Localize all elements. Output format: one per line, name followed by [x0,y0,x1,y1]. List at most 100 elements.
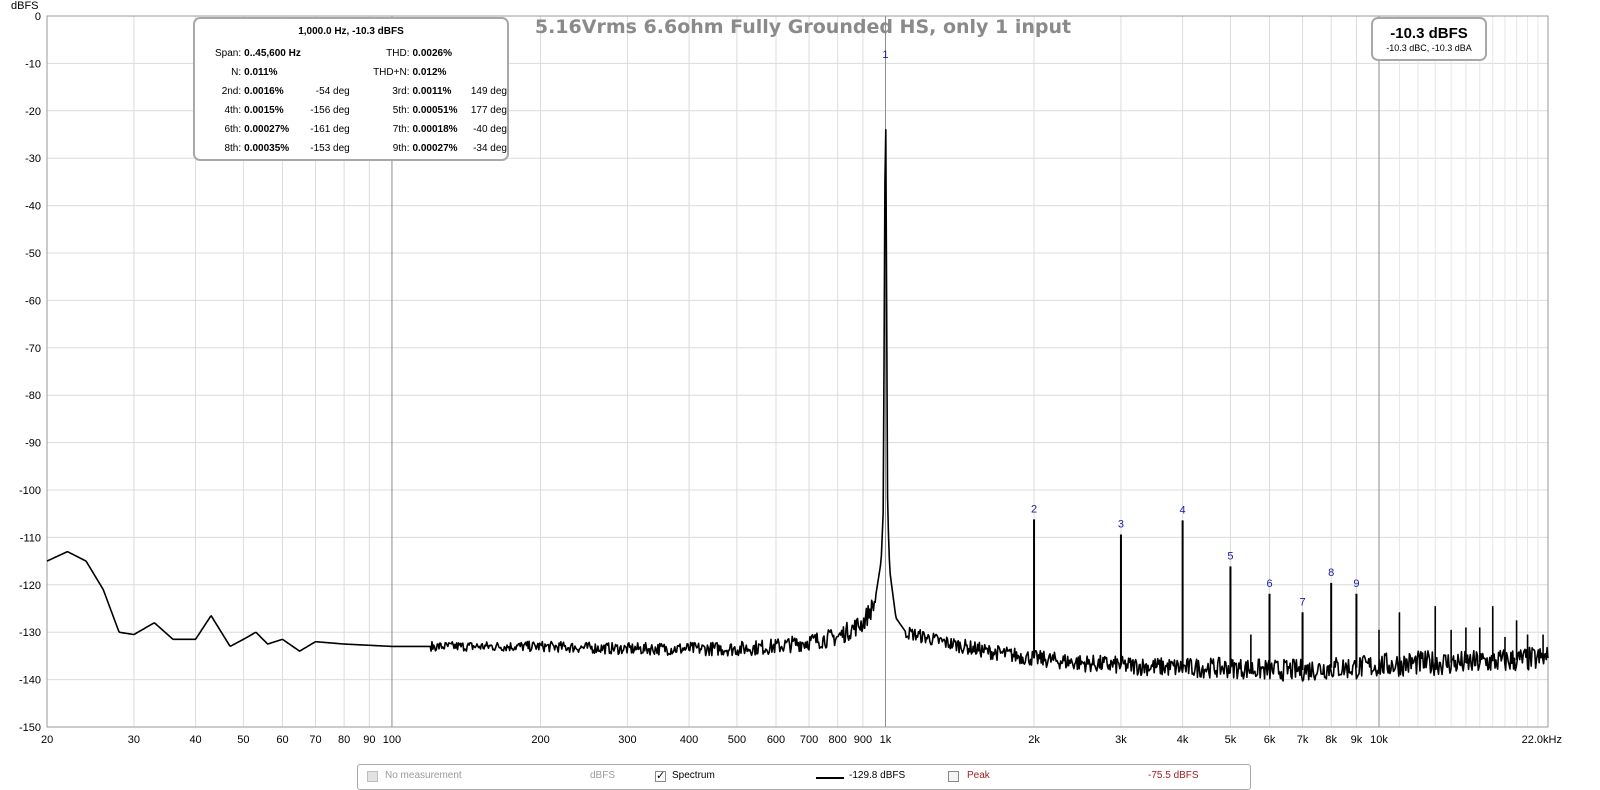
x-tick-label: 60 [276,734,288,746]
y-axis-label: dBFS [11,0,39,12]
harmonic-value: 0.0016% [244,86,284,97]
harmonic-phase: -54 deg [315,86,350,97]
y-tick-label: -80 [25,390,41,402]
harmonic-phase: 177 deg [470,105,507,116]
x-tick-label: 3k [1115,734,1127,746]
peak-checkbox[interactable] [948,771,959,782]
spectrum-checkbox[interactable]: ✓ [655,770,666,782]
noise-value: 0.011% [244,67,278,78]
x-tick-label: 800 [828,734,846,746]
harmonic-phase: -161 deg [310,124,350,135]
span-label: Span: [215,48,242,59]
harmonic-value: 0.0011% [412,86,452,97]
harmonic-value: 0.00018% [412,124,458,135]
y-tick-labels: 0 -10 -20 -30 -40 -50 -60 -70 -80 -90 -100 -110 -120… [19,11,41,734]
y-tick-label: -60 [25,295,41,307]
harmonic-label: 3rd: [392,86,410,97]
harmonic-row: 2nd: 0.0016% -54 deg 3rd: 0.0011% 149 de… [199,82,507,101]
level-readout-panel[interactable]: -10.3 dBFS -10.3 dBC, -10.3 dBA [1371,17,1487,61]
y-tick-label: -140 [19,675,41,687]
thdn-value: 0.012% [412,67,447,78]
y-tick-label: -100 [19,485,41,497]
level-weighted-values: -10.3 dBC, -10.3 dBA [1386,43,1472,53]
harmonic-label: 7th: [392,124,410,135]
x-tick-label: 40 [189,734,201,746]
x-tick-label: 50 [237,734,249,746]
x-tick-label: 7k [1297,734,1309,746]
harmonic-number: 2 [1031,503,1037,515]
harmonic-row: 4th: 0.0015% -156 deg 5th: 0.00051% 177 … [199,101,507,120]
thdn-label: THD+N: [373,67,410,78]
harmonic-value: 0.0015% [244,105,284,116]
level-main-value: -10.3 dBFS [1390,25,1468,42]
no-measurement-label: No measurement [385,770,462,781]
y-tick-label: -30 [25,153,41,165]
harmonic-number: 6 [1266,578,1272,590]
y-tick-label: -20 [25,106,41,118]
harmonic-number: 8 [1328,567,1334,579]
harmonic-number: 4 [1180,504,1186,516]
harmonic-number: 3 [1118,519,1124,531]
distortion-row: N: 0.011% THD+N: 0.012% [199,63,507,82]
x-tick-label: 6k [1264,734,1276,746]
distortion-table: Span: 0..45,600 Hz THD: 0.0026% N: 0.011… [199,44,507,158]
x-tick-label: 300 [618,734,636,746]
x-tick-label: 1k [880,734,892,746]
y-tick-label: -10 [25,58,41,70]
harmonic-phase: -40 deg [473,124,507,135]
thd-value: 0.0026% [412,48,452,59]
peak-label: Peak [967,770,990,781]
x-tick-label: 9k [1351,734,1363,746]
no-measurement-checkbox[interactable] [367,771,378,782]
harmonic-number: 9 [1353,578,1359,590]
distortion-readout-panel[interactable]: 1,000.0 Hz, -10.3 dBFS Span: 0..45,600 H… [193,17,509,161]
x-tick-label: 10k [1370,734,1388,746]
harmonic-label: 2nd: [221,86,242,97]
y-tick-label: -90 [25,438,41,450]
plot-frame [46,15,1549,728]
harmonic-value: 0.00051% [412,105,458,116]
harmonic-number: 1 [882,49,888,61]
x-tick-label: 8k [1325,734,1337,746]
y-tick-label: -150 [19,722,41,734]
x-tick-label: 4k [1177,734,1189,746]
spectrum-value: -129.8 dBFS [849,770,906,781]
harmonic-label: 6th: [224,124,242,135]
x-tick-label: 20 [41,734,53,746]
harmonic-phase: -34 deg [473,143,507,154]
x-tick-label: 2k [1028,734,1040,746]
harmonic-value: 0.00027% [412,143,458,154]
distortion-row: Span: 0..45,600 Hz THD: 0.0026% [199,44,507,63]
x-tick-label: 5k [1225,734,1237,746]
harmonic-number: 5 [1227,550,1233,562]
y-tick-label: -50 [25,248,41,260]
y-tick-label: -110 [20,532,41,544]
y-tick-label: -130 [19,627,41,639]
y-tick-label: -40 [25,201,41,213]
chart-title: 5.16Vrms 6.6ohm Fully Grounded HS, only … [535,16,1071,38]
harmonic-labels: 1 2 3 4 5 6 7 8 9 [882,49,1359,608]
y-tick-label: -70 [25,343,41,355]
no-measurement-unit: dBFS [590,770,616,781]
distortion-header: 1,000.0 Hz, -10.3 dBFS [298,26,404,37]
harmonic-label: 5th: [392,105,410,116]
x-tick-label: 30 [128,734,140,746]
noise-label: N: [231,67,242,78]
x-tick-label: 900 [854,734,872,746]
span-value: 0..45,600 Hz [244,48,301,59]
x-tick-label: 22.0kHz [1522,734,1562,746]
y-tick-label: 0 [35,11,41,23]
harmonic-phase: -153 deg [310,143,350,154]
harmonic-phase: 149 deg [470,86,507,97]
harmonic-row: 6th: 0.00027% -161 deg 7th: 0.00018% -40… [199,120,507,139]
x-tick-label: 80 [338,734,350,746]
harmonic-label: 4th: [224,105,242,116]
harmonic-label: 9th: [392,143,410,154]
x-tick-label: 70 [309,734,321,746]
harmonic-label: 8th: [224,143,242,154]
x-tick-label: 400 [680,734,698,746]
series-spectrum [46,128,1549,682]
x-tick-label: 600 [767,734,785,746]
x-tick-label: 100 [383,734,401,746]
